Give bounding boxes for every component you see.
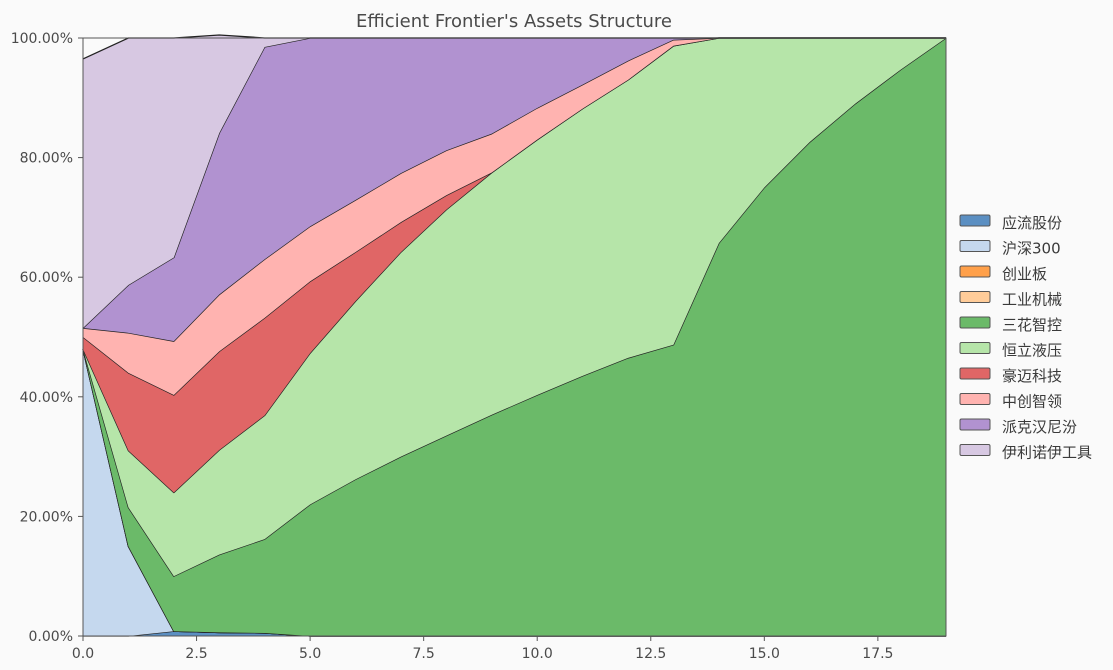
legend-label: 恒立液压	[1002, 342, 1062, 360]
chart-title: Efficient Frontier's Assets Structure	[356, 11, 672, 32]
plot-frame	[82, 37, 947, 637]
legend-swatch	[959, 265, 991, 278]
area-series-9	[83, 35, 946, 329]
legend-label: 应流股份	[1002, 214, 1062, 232]
legend-label: 三花智控	[1002, 316, 1062, 334]
x-tick-label: 12.5	[635, 646, 666, 662]
legend-label: 工业机械	[1002, 291, 1062, 309]
area-series-4	[83, 38, 946, 636]
legend-label: 创业板	[1002, 265, 1047, 283]
x-tick-label: 10.0	[522, 646, 553, 662]
legend-swatch	[959, 291, 991, 303]
y-tick-label: 20.00%	[20, 509, 73, 525]
legend-swatch	[959, 214, 991, 227]
y-tick-label: 40.00%	[20, 390, 73, 406]
legend-swatch	[959, 418, 991, 431]
legend-swatch	[959, 367, 991, 380]
legend-swatch	[959, 240, 991, 252]
y-axis: 0.00% 20.00% 40.00% 60.00% 80.00% 100.00%	[11, 31, 83, 645]
legend-label: 豪迈科技	[1002, 367, 1062, 385]
legend-label: 派克汉尼汾	[1002, 418, 1077, 436]
legend-swatch	[959, 316, 991, 329]
x-axis: 0.0 2.5 5.0 7.5 10.0 12.5 15.0 17.5	[72, 636, 893, 662]
x-tick-label: 0.0	[72, 646, 94, 662]
legend-label: 沪深300	[1002, 240, 1061, 258]
area-series-5	[83, 38, 946, 577]
legend-label: 中创智领	[1002, 393, 1062, 411]
y-tick-label: 0.00%	[29, 629, 73, 645]
area-series-7	[83, 38, 946, 396]
y-tick-label: 60.00%	[20, 270, 73, 286]
area-series-8	[83, 38, 946, 342]
x-tick-label: 7.5	[413, 646, 435, 662]
y-tick-label: 100.00%	[11, 31, 73, 47]
y-tick-label: 80.00%	[20, 151, 73, 167]
x-tick-label: 2.5	[185, 646, 207, 662]
legend-swatch	[959, 342, 991, 354]
x-tick-label: 5.0	[299, 646, 321, 662]
legend-label: 伊利诺伊工具	[1002, 444, 1092, 462]
x-tick-label: 17.5	[862, 646, 893, 662]
x-tick-label: 15.0	[749, 646, 780, 662]
area-series-6	[83, 38, 946, 493]
legend-swatch	[959, 393, 991, 405]
legend-swatch	[959, 444, 991, 456]
stacked-area-series	[82, 34, 947, 637]
